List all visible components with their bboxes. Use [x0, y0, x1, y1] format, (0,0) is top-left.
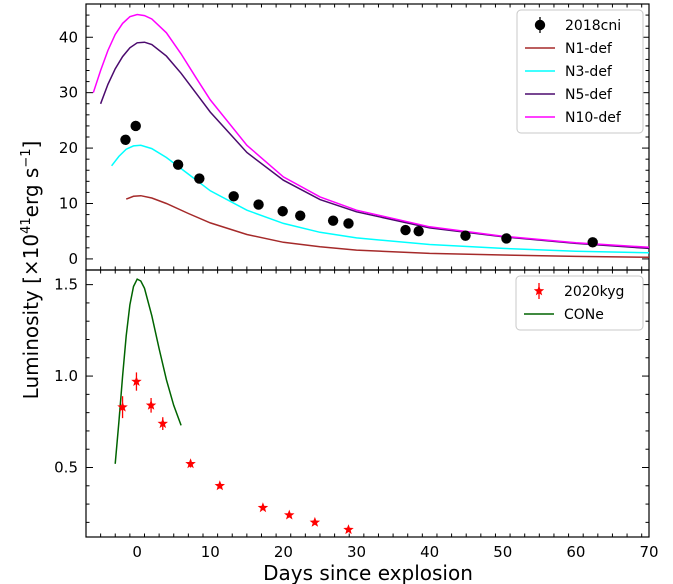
data-point-2018cni [120, 134, 131, 145]
series-line-n10-def [92, 13, 649, 249]
y-tick-label: 1.0 [54, 367, 78, 385]
y-tick-label: 0.5 [54, 459, 78, 477]
bottom-panel: 0 10 20 30 40 50 60 70 0.5 1.0 1.5 2020kyg CONe [54, 269, 659, 561]
x-tick-label: 0 [132, 543, 142, 561]
y-axis-title-unit: erg s [19, 168, 43, 218]
series-line-n3-def [111, 144, 649, 254]
data-point-2018cni [460, 230, 471, 241]
legend-box [516, 9, 644, 134]
data-point-2020kyg [185, 458, 196, 469]
legend-marker-2018cni [534, 19, 546, 31]
legend-label: 2018cni [565, 18, 621, 34]
x-tick-label: 10 [201, 543, 220, 561]
data-point-2020kyg [343, 524, 354, 535]
y-tick-label: 0 [68, 250, 78, 268]
legend-label: 2020kyg [564, 284, 624, 300]
data-point-2018cni [587, 237, 598, 248]
plot-area [114, 278, 354, 535]
series-line-cone [114, 278, 182, 464]
series-line-n5-def [99, 41, 649, 250]
data-point-2018cni [172, 159, 184, 170]
x-tick-label: 40 [420, 543, 439, 561]
x-tick-label: 30 [347, 543, 366, 561]
data-point-2020kyg [145, 399, 157, 410]
data-point-2018cni [253, 199, 264, 210]
plot-area [92, 13, 649, 259]
data-point-2018cni [228, 191, 239, 202]
y-axis-title-main: Luminosity [×10 [19, 234, 43, 399]
y-tick-label: 30 [59, 84, 78, 102]
legend: 2018cni N1-def N3-def N5-def N10-def [516, 9, 644, 134]
y-tick-label: 40 [59, 28, 78, 46]
y-tick-label: 1.5 [54, 276, 78, 294]
legend-label: N3-def [565, 64, 613, 80]
x-tick-label: 70 [639, 543, 658, 561]
data-point-2018cni [413, 226, 424, 237]
legend: 2020kyg CONe [515, 275, 644, 331]
data-point-2018cni [194, 173, 205, 184]
data-point-2020kyg [131, 376, 142, 386]
x-tick-label: 50 [493, 543, 512, 561]
panel-frame [85, 269, 650, 538]
legend-label: CONe [564, 307, 604, 323]
y-tick-label: 20 [59, 139, 78, 157]
data-point-2020kyg [309, 516, 321, 527]
data-point-2018cni [277, 206, 288, 217]
x-tick-label: 60 [566, 543, 585, 561]
data-point-2020kyg [284, 509, 295, 520]
data-point-2018cni [327, 215, 339, 226]
legend-label: N1-def [565, 41, 613, 57]
data-point-2020kyg [214, 480, 225, 491]
data-point-2020kyg [257, 502, 269, 513]
y-tick-label: 10 [59, 195, 78, 213]
data-point-2018cni [400, 224, 411, 236]
data-point-2020kyg [157, 418, 168, 429]
x-axis-title: Days since explosion [263, 561, 473, 584]
data-point-2018cni [295, 210, 306, 221]
data-point-2018cni [130, 120, 141, 132]
legend-label: N10-def [565, 110, 622, 126]
y-axis-title-exponent-2: −1 [19, 148, 34, 167]
y-axis-title-exponent: 41 [19, 217, 34, 234]
legend-box [515, 275, 644, 331]
data-point-2018cni [501, 233, 512, 244]
legend-label: N5-def [565, 87, 613, 103]
x-tick-label: 20 [274, 543, 293, 561]
legend-marker-2020kyg [533, 285, 545, 296]
top-panel: 0 10 20 30 40 2018cni N1-def N3-def N5-def N10-de… [59, 3, 650, 271]
y-axis-title-end: ] [19, 141, 43, 149]
y-axis-title: Luminosity [×1041erg s−1] [19, 141, 43, 400]
series-line-n1-def [125, 194, 649, 259]
data-point-2018cni [343, 218, 354, 229]
data-point-2020kyg [117, 401, 128, 412]
